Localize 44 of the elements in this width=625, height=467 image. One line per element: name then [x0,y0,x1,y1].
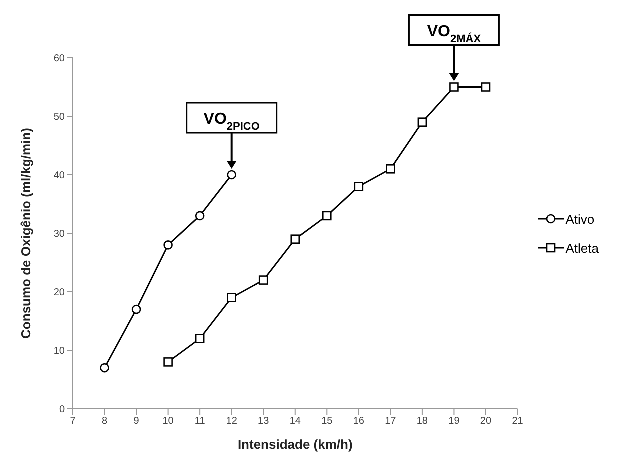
annotation: VO$_{2PICO}$ [204,111,260,133]
point [227,170,236,180]
point [450,82,459,92]
y-tick-label: 50 [54,112,66,124]
x-tick-label: 14 [290,416,302,428]
y-tick-label: 40 [54,170,66,182]
point [164,358,173,367]
x-tick-label: 7 [70,416,76,428]
x-tick-label: 17 [385,416,397,428]
point [195,211,205,221]
point [386,164,396,174]
x-tick-label: 20 [480,416,492,428]
x-tick-label: 21 [512,416,524,428]
x-tick-label: 9 [134,416,140,428]
point [258,276,268,285]
x-tick-label: 13 [258,416,270,428]
x-tick-label: 19 [448,416,460,428]
x-tick-label: 12 [226,416,238,428]
legend-label: Atleta [566,240,599,256]
x-tick-label: 16 [353,416,365,428]
y-axis-title: Consumo de Oxigênio (ml/kg/min) [18,128,34,339]
legend-label: Ativo [566,212,595,226]
x-tick-label: 11 [194,416,206,428]
point [164,240,173,250]
point [418,118,428,127]
x-tick-label: 8 [102,416,108,428]
x-tick-label: 18 [416,416,428,428]
point [100,363,110,373]
point [290,234,300,244]
y-tick-label: 60 [54,54,66,65]
point [227,293,236,302]
y-tick-label: 30 [54,229,66,240]
point [322,211,332,221]
point [354,182,364,192]
annotation: VO$_{2MÁX}$ [427,23,482,46]
point [481,82,491,92]
y-tick-label: 20 [54,288,66,299]
x-tick-label: 10 [162,416,174,428]
y-tick-label: 10 [54,346,66,358]
x-tick-label: 15 [322,416,334,428]
point [195,334,205,344]
x-axis-title: Intensidade (km/h) [238,437,353,452]
y-tick-label: 0 [59,404,66,416]
point [132,304,142,314]
